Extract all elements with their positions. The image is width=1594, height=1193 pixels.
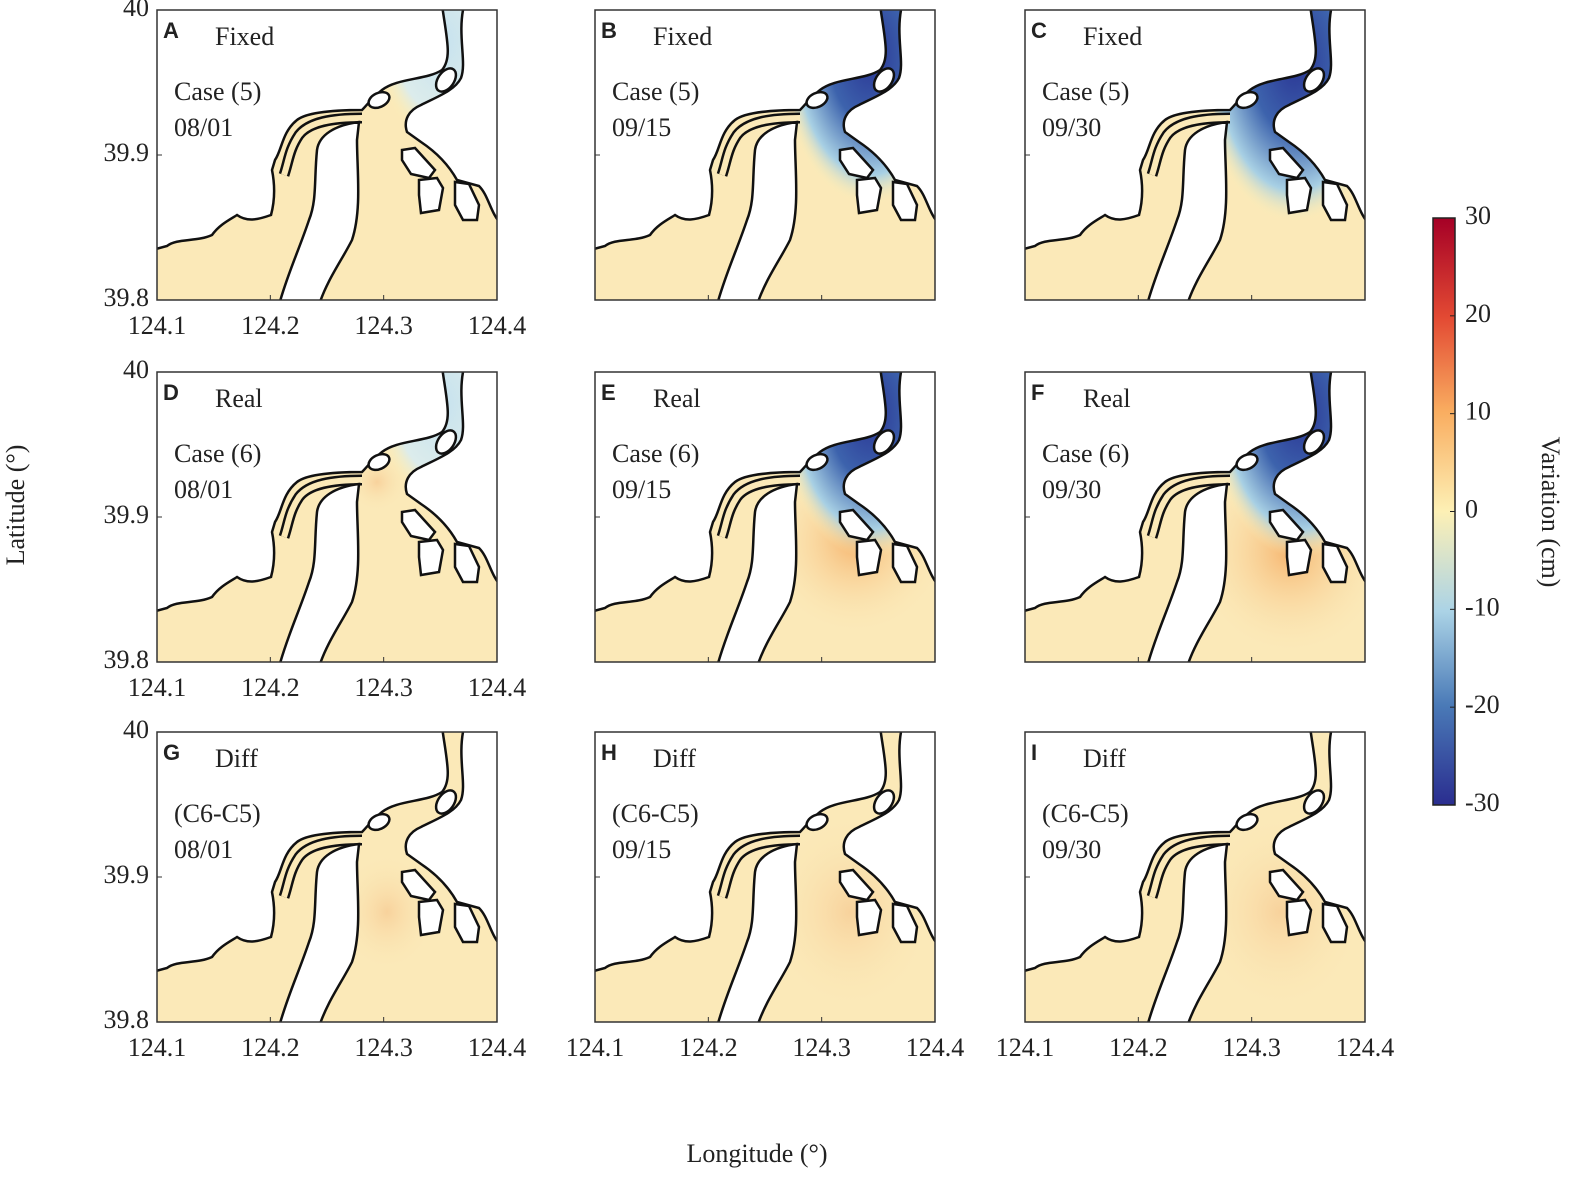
panel-note: 09/30	[1042, 113, 1101, 142]
panel-note: 09/15	[612, 835, 671, 864]
map-panel: F Real Case (6) 09/30	[1024, 371, 1366, 663]
y-tick-label: 39.9	[104, 860, 150, 889]
map-panel: 124.1 124.2 124.3 124.4 39.8 39.9 40 G Diff (C6-C…	[104, 715, 527, 1062]
map-area	[1025, 10, 1365, 300]
x-tick-label: 124.3	[354, 311, 413, 340]
panel-title: Diff	[653, 744, 696, 773]
x-tick-label: 124.4	[1336, 1033, 1395, 1062]
x-tick-label: 124.3	[792, 1033, 851, 1062]
y-tick-label: 39.8	[104, 283, 150, 312]
x-tick-label: 124.4	[906, 1033, 965, 1062]
map-area	[595, 10, 935, 300]
map-panel: 124.1 124.2 124.3 124.4 I Diff (C6-C5) 09/30	[996, 731, 1395, 1062]
map-area	[1025, 732, 1365, 1022]
x-tick-label: 124.3	[354, 673, 413, 702]
panel-note: 09/30	[1042, 475, 1101, 504]
panel-note: 08/01	[174, 113, 233, 142]
map-area	[157, 732, 497, 1022]
colorbar-tick-label: 10	[1465, 397, 1491, 426]
panel-note: Case (5)	[1042, 77, 1129, 106]
map-panel: E Real Case (6) 09/15	[594, 371, 936, 663]
panel-note: (C6-C5)	[174, 799, 261, 828]
map-panel: 124.1 124.2 124.3 124.4 39.8 39.9 40 A Fixed Case…	[104, 0, 527, 340]
panel-letter: A	[163, 18, 179, 43]
panel-letter: E	[601, 380, 616, 405]
panel-letter: H	[601, 740, 617, 765]
x-tick-label: 124.4	[468, 311, 527, 340]
panel-note: 09/30	[1042, 835, 1101, 864]
x-tick-label: 124.3	[354, 1033, 413, 1062]
panel-title: Diff	[215, 744, 258, 773]
panel-title: Fixed	[653, 22, 712, 51]
panel-title: Real	[1083, 384, 1131, 413]
y-tick-label: 39.8	[104, 1005, 150, 1034]
panel-title: Fixed	[215, 22, 274, 51]
panel-letter: D	[163, 380, 179, 405]
x-tick-label: 124.3	[1222, 1033, 1281, 1062]
map-area	[1025, 372, 1365, 662]
colorbar-tick-label: 30	[1465, 201, 1491, 230]
y-tick-label: 40	[123, 715, 149, 744]
x-tick-label: 124.2	[241, 673, 299, 702]
colorbar-tick-label: -10	[1465, 592, 1500, 621]
y-tick-label: 40	[123, 355, 149, 384]
panel-note: Case (5)	[612, 77, 699, 106]
y-axis-label: Latitude (°)	[1, 445, 30, 566]
panel-title: Real	[653, 384, 701, 413]
x-tick-label: 124.1	[128, 311, 187, 340]
map-panel: B Fixed Case (5) 09/15	[594, 9, 936, 301]
x-tick-label: 124.2	[679, 1033, 738, 1062]
map-panel: 124.1 124.2 124.3 124.4 H Diff (C6-C5) 09/15	[566, 731, 965, 1062]
panel-letter: G	[163, 740, 180, 765]
panel-note: 08/01	[174, 835, 233, 864]
map-panel: 124.1 124.2 124.3 124.4 39.8 39.9 40 D Real Case …	[104, 355, 527, 702]
x-tick-label: 124.2	[241, 1033, 299, 1062]
y-tick-label: 39.9	[104, 500, 150, 529]
y-tick-label: 40	[123, 0, 149, 22]
panel-note: 08/01	[174, 475, 233, 504]
panel-note: Case (6)	[612, 439, 699, 468]
y-tick-label: 39.8	[104, 645, 150, 674]
panel-note: Case (6)	[174, 439, 261, 468]
colorbar-tick-label: -20	[1465, 690, 1500, 719]
panel-note: 09/15	[612, 113, 671, 142]
colorbar-tick-label: 0	[1465, 494, 1478, 523]
panel-note: 09/15	[612, 475, 671, 504]
y-tick-label: 39.9	[104, 138, 150, 167]
panel-letter: F	[1031, 380, 1044, 405]
x-axis-label: Longitude (°)	[686, 1139, 827, 1168]
map-area	[595, 372, 935, 662]
panel-note: Case (6)	[1042, 439, 1129, 468]
panel-note: (C6-C5)	[1042, 799, 1129, 828]
colorbar-label: Variation (cm)	[1536, 437, 1565, 588]
panel-letter: I	[1031, 740, 1037, 765]
panel-title: Diff	[1083, 744, 1126, 773]
x-tick-label: 124.2	[1109, 1033, 1168, 1062]
map-panel: C Fixed Case (5) 09/30	[1024, 9, 1366, 301]
panel-note: Case (5)	[174, 77, 261, 106]
x-tick-label: 124.1	[566, 1033, 625, 1062]
colorbar-tick-label: -30	[1465, 788, 1500, 817]
x-tick-label: 124.2	[241, 311, 299, 340]
panel-title: Fixed	[1083, 22, 1142, 51]
colorbar-tick-label: 20	[1465, 299, 1491, 328]
x-tick-label: 124.1	[128, 1033, 187, 1062]
x-tick-label: 124.1	[128, 673, 187, 702]
panel-letter: B	[601, 18, 617, 43]
panel-letter: C	[1031, 18, 1047, 43]
panel-title: Real	[215, 384, 263, 413]
x-tick-label: 124.1	[996, 1033, 1055, 1062]
x-tick-label: 124.4	[468, 673, 527, 702]
map-area	[157, 372, 497, 662]
panel-note: (C6-C5)	[612, 799, 699, 828]
map-area	[595, 732, 935, 1022]
map-area	[157, 10, 497, 300]
x-tick-label: 124.4	[468, 1033, 527, 1062]
